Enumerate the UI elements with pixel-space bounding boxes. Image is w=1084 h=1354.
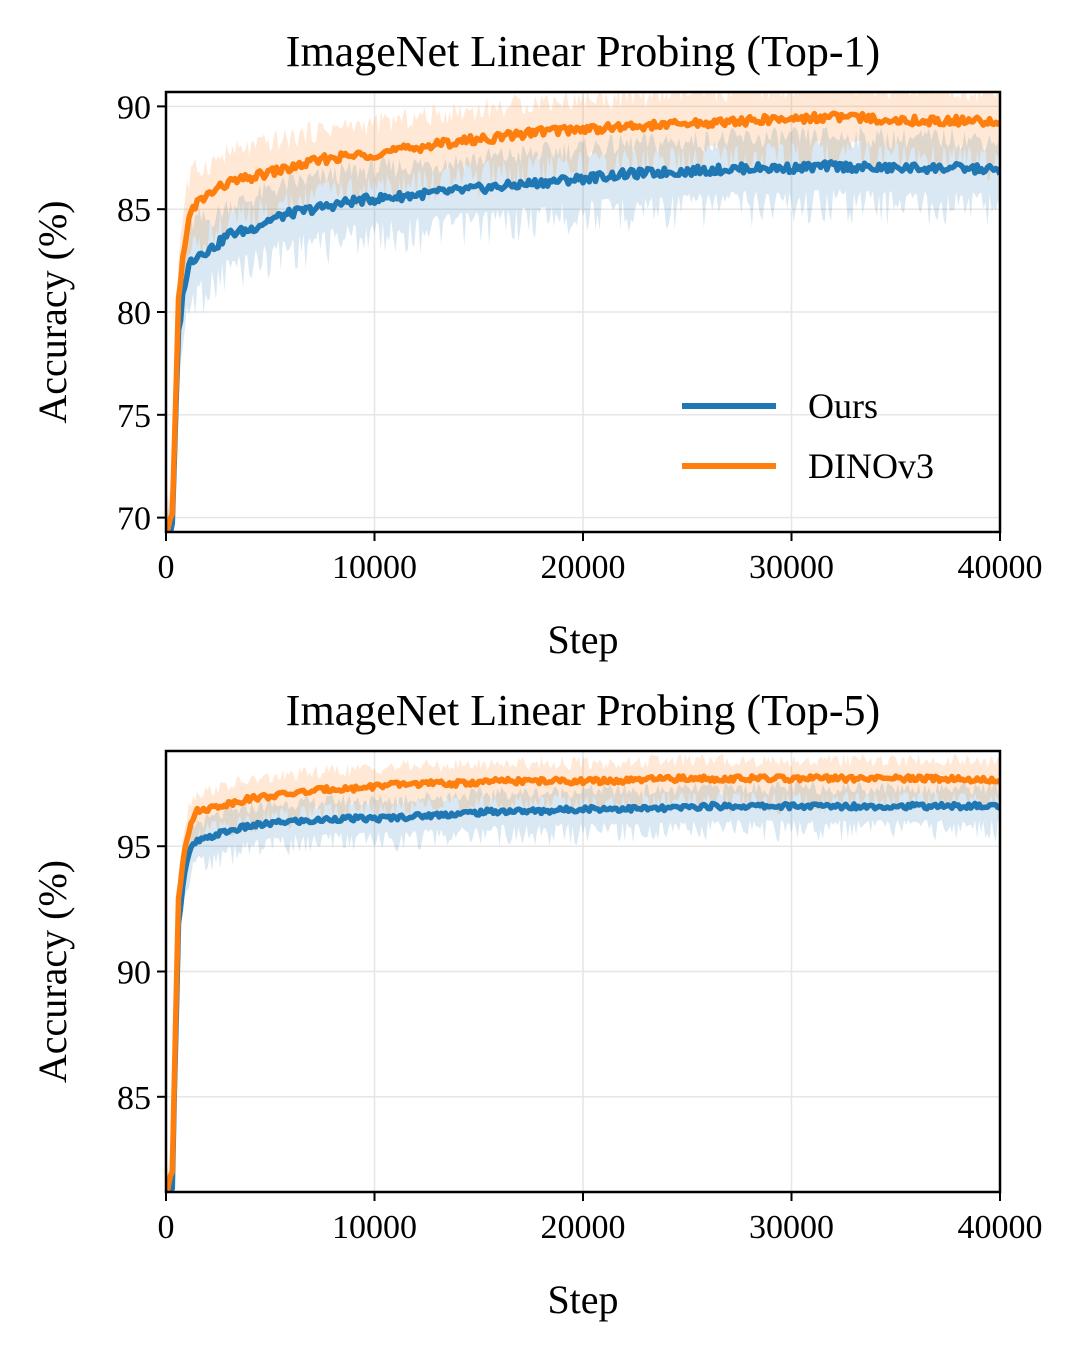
y-tick-label: 75 xyxy=(117,398,151,435)
band-ours xyxy=(166,781,1000,1192)
x-tick-label: 10000 xyxy=(332,1209,417,1246)
y-tick-label: 85 xyxy=(117,1080,151,1117)
series-line-dinov3 xyxy=(166,773,1000,1192)
series-line-ours xyxy=(167,159,1000,532)
plot-area xyxy=(166,753,1000,1192)
y-tick-label: 85 xyxy=(117,192,151,229)
y-tick-label: 95 xyxy=(117,829,151,866)
y-tick-label: 80 xyxy=(117,295,151,332)
x-tick-label: 30000 xyxy=(749,1209,834,1246)
y-tick-label: 70 xyxy=(117,501,151,538)
plot-area xyxy=(166,92,1000,532)
legend-label-dinov3: DINOv3 xyxy=(808,446,934,486)
legend-label-ours: Ours xyxy=(808,386,878,426)
x-tick-label: 0 xyxy=(158,1209,175,1246)
chart-title: ImageNet Linear Probing (Top-5) xyxy=(286,686,880,735)
y-axis-label: Accuracy (%) xyxy=(30,860,75,1083)
legend: Ours DINOv3 xyxy=(682,386,934,486)
x-tick-label: 0 xyxy=(158,549,175,586)
series-line-dinov3 xyxy=(166,110,1000,532)
x-axis-label: Step xyxy=(547,1277,618,1322)
x-axis-label: Step xyxy=(547,617,618,662)
x-tick-label: 30000 xyxy=(749,549,834,586)
band-ours xyxy=(166,126,1000,532)
y-axis-label: Accuracy (%) xyxy=(30,200,75,423)
y-tick-label: 90 xyxy=(117,89,151,126)
x-tick-label: 40000 xyxy=(958,1209,1043,1246)
y-tick-label: 90 xyxy=(117,955,151,992)
x-tick-label: 40000 xyxy=(958,549,1043,586)
x-tick-label: 20000 xyxy=(541,549,626,586)
band-dinov3 xyxy=(166,92,1000,532)
x-tick-label: 20000 xyxy=(541,1209,626,1246)
top1-chart: 0 10000 20000 30000 40000 70 75 80 85 90 ImageNet … xyxy=(30,27,1043,662)
top5-chart: 0 10000 20000 30000 40000 85 90 95 ImageNet Line… xyxy=(30,686,1043,1322)
chart-title: ImageNet Linear Probing (Top-1) xyxy=(286,27,880,76)
x-tick-label: 10000 xyxy=(332,549,417,586)
series-line-ours xyxy=(166,800,1000,1192)
